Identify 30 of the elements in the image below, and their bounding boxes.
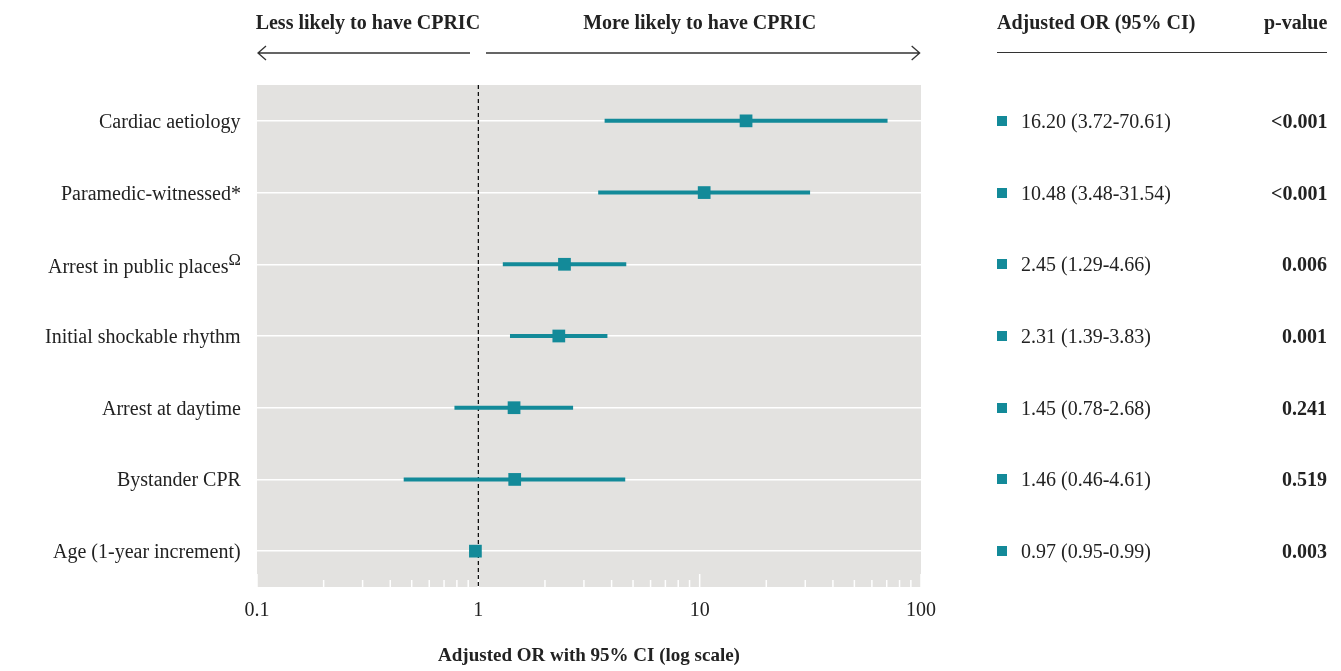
text: 0.97 (0.95-0.99) [1021,540,1151,563]
y-tick-label: Age (1-year increment) [53,540,241,563]
y-tick-label: Arrest at daytime [102,396,241,419]
text: 0.006 [1282,253,1327,276]
text: Adjusted OR (95% CI) [997,11,1196,33]
y-tick-label: Paramedic-witnessed* [61,181,241,204]
x-tick-label: 100 [906,598,936,621]
text: 1.45 (0.78-2.68) [1021,396,1151,419]
text: 2.31 (1.39-3.83) [1021,325,1151,347]
text: <0.001 [1271,109,1328,132]
text: 0.519 [1282,468,1327,491]
text: 2.45 (1.29-4.66) [1021,253,1151,276]
text: 0.003 [1282,540,1327,563]
text: 16.20 (3.72-70.61) [1021,109,1171,132]
x-tick-label: 1 [473,598,484,621]
y-tick-label: Bystander CPR [117,468,241,491]
text: 10.48 (3.48-31.54) [1021,181,1171,204]
x-tick-label: 0.1 [244,598,270,621]
text: Less likely to have CPRIC [255,11,481,33]
text: <0.001 [1271,181,1328,204]
y-tick-label: Cardiac aetiology [99,109,241,132]
y-tick-label: Initial shockable rhythm [45,325,241,347]
text: More likely to have CPRIC [583,11,817,33]
x-tick-label: 10 [689,598,710,621]
text: 0.241 [1282,396,1327,419]
x-axis-title: Adjusted OR with 95% CI (log scale) [438,643,740,666]
text: 0.001 [1282,325,1327,347]
y-tick-label: Arrest in public places$^{Ω}$ [48,250,241,277]
text: 1.46 (0.46-4.61) [1021,468,1151,491]
text: p-value [1264,11,1328,33]
